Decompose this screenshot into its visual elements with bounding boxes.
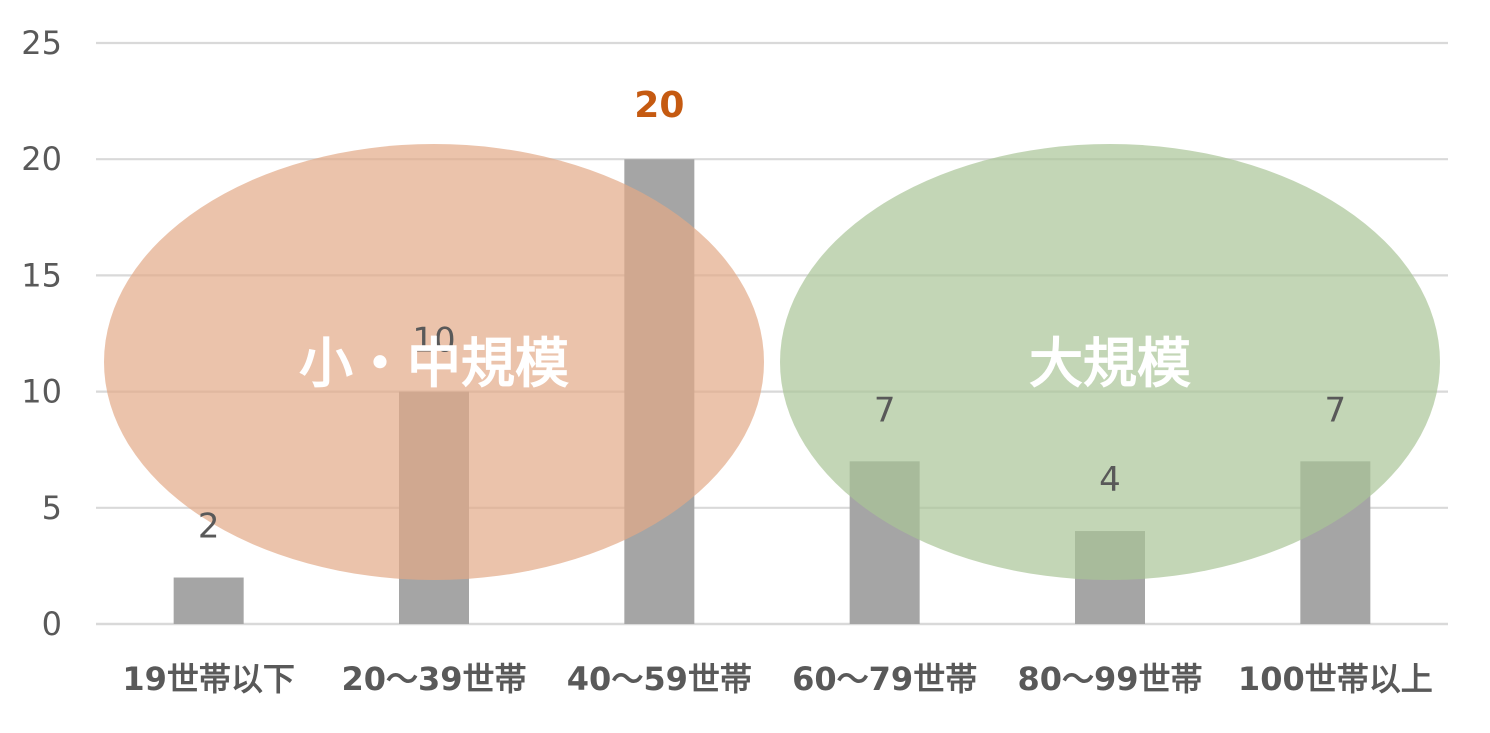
data-label: 10 <box>412 321 455 361</box>
y-axis-ticks: 0 5 10 15 20 25 <box>21 24 62 643</box>
y-tick-label: 10 <box>21 373 62 411</box>
group-labels: 小・中規模 大規模 <box>299 332 1191 395</box>
data-label: 4 <box>1099 460 1121 500</box>
data-label: 7 <box>1325 390 1347 430</box>
group-label: 小・中規模 <box>299 332 569 395</box>
group-ellipse <box>780 144 1440 580</box>
y-tick-label: 25 <box>21 24 62 62</box>
data-label: 2 <box>198 507 220 547</box>
x-axis-ticks: 19世帯以下 20～39世帯 40～59世帯 60～79世帯 80～99世帯 100世帯以… <box>122 660 1432 698</box>
data-labels: 2 10 20 7 4 7 <box>198 85 1346 546</box>
x-tick-label: 60～79世帯 <box>792 660 977 698</box>
x-tick-label: 100世帯以上 <box>1238 660 1433 698</box>
x-tick-label: 80～99世帯 <box>1017 660 1202 698</box>
group-label: 大規模 <box>1029 332 1191 395</box>
data-label: 20 <box>634 85 684 126</box>
group-ellipses <box>104 144 1440 580</box>
y-tick-label: 20 <box>21 140 62 178</box>
y-tick-label: 5 <box>42 489 62 527</box>
bar <box>173 577 244 624</box>
data-label: 7 <box>874 390 896 430</box>
y-tick-label: 15 <box>21 256 62 294</box>
x-tick-label: 20～39世帯 <box>341 660 526 698</box>
x-tick-label: 19世帯以下 <box>122 660 295 698</box>
y-tick-label: 0 <box>42 605 62 643</box>
x-tick-label: 40～59世帯 <box>567 660 752 698</box>
group-ellipse <box>104 144 764 580</box>
